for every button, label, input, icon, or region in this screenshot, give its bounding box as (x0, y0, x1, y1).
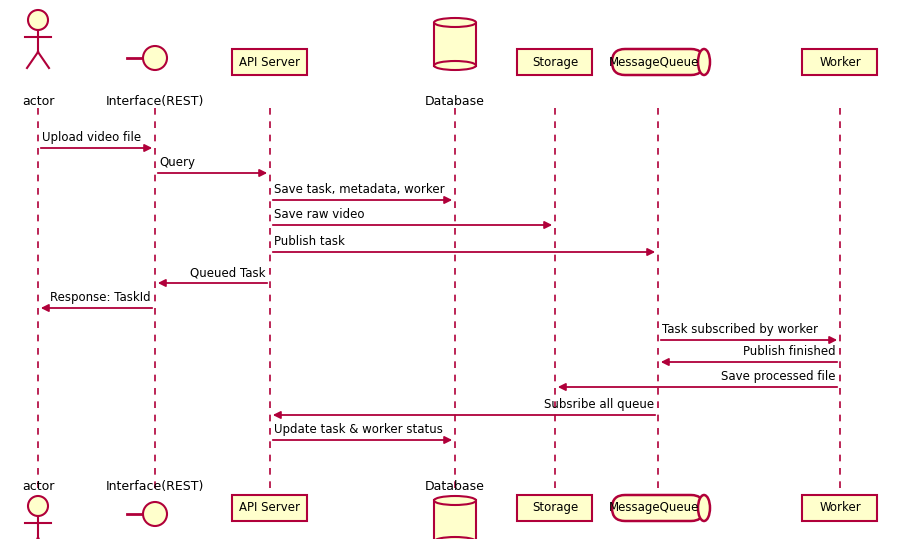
FancyBboxPatch shape (802, 495, 877, 521)
Text: Interface(REST): Interface(REST) (106, 480, 204, 493)
Circle shape (28, 496, 48, 516)
Text: Queued Task: Queued Task (191, 266, 265, 279)
FancyBboxPatch shape (611, 495, 703, 521)
Text: Publish task: Publish task (274, 235, 344, 248)
Text: MessageQueue: MessageQueue (608, 501, 698, 515)
Text: Publish finished: Publish finished (742, 345, 835, 358)
FancyBboxPatch shape (802, 49, 877, 75)
Text: Response: TaskId: Response: TaskId (51, 291, 151, 304)
Ellipse shape (697, 495, 709, 521)
FancyBboxPatch shape (517, 495, 591, 521)
Text: Worker: Worker (818, 56, 860, 68)
Text: API Server: API Server (239, 501, 300, 515)
Text: actor: actor (22, 95, 54, 108)
Text: Subsribe all queue: Subsribe all queue (544, 398, 653, 411)
Ellipse shape (433, 18, 476, 27)
Ellipse shape (433, 61, 476, 70)
Bar (433, 23, 476, 66)
Ellipse shape (433, 496, 476, 505)
Ellipse shape (697, 49, 709, 75)
Text: Save processed file: Save processed file (721, 370, 835, 383)
Text: Upload video file: Upload video file (42, 131, 141, 144)
Circle shape (28, 10, 48, 30)
Text: Task subscribed by worker: Task subscribed by worker (661, 323, 817, 336)
Text: Database: Database (424, 480, 484, 493)
Text: API Server: API Server (239, 56, 300, 68)
Text: Query: Query (159, 156, 195, 169)
Text: Database: Database (424, 95, 484, 108)
Text: Worker: Worker (818, 501, 860, 515)
Bar (433, 501, 476, 539)
Ellipse shape (433, 537, 476, 539)
FancyBboxPatch shape (517, 49, 591, 75)
Text: actor: actor (22, 480, 54, 493)
Text: Save raw video: Save raw video (274, 208, 364, 221)
Text: Storage: Storage (531, 56, 578, 68)
Text: Save task, metadata, worker: Save task, metadata, worker (274, 183, 444, 196)
Text: Storage: Storage (531, 501, 578, 515)
Circle shape (143, 502, 167, 526)
FancyBboxPatch shape (232, 495, 307, 521)
FancyBboxPatch shape (611, 49, 703, 75)
FancyBboxPatch shape (232, 49, 307, 75)
Text: MessageQueue: MessageQueue (608, 56, 698, 68)
Text: Interface(REST): Interface(REST) (106, 95, 204, 108)
Circle shape (143, 46, 167, 70)
Text: Update task & worker status: Update task & worker status (274, 423, 442, 436)
